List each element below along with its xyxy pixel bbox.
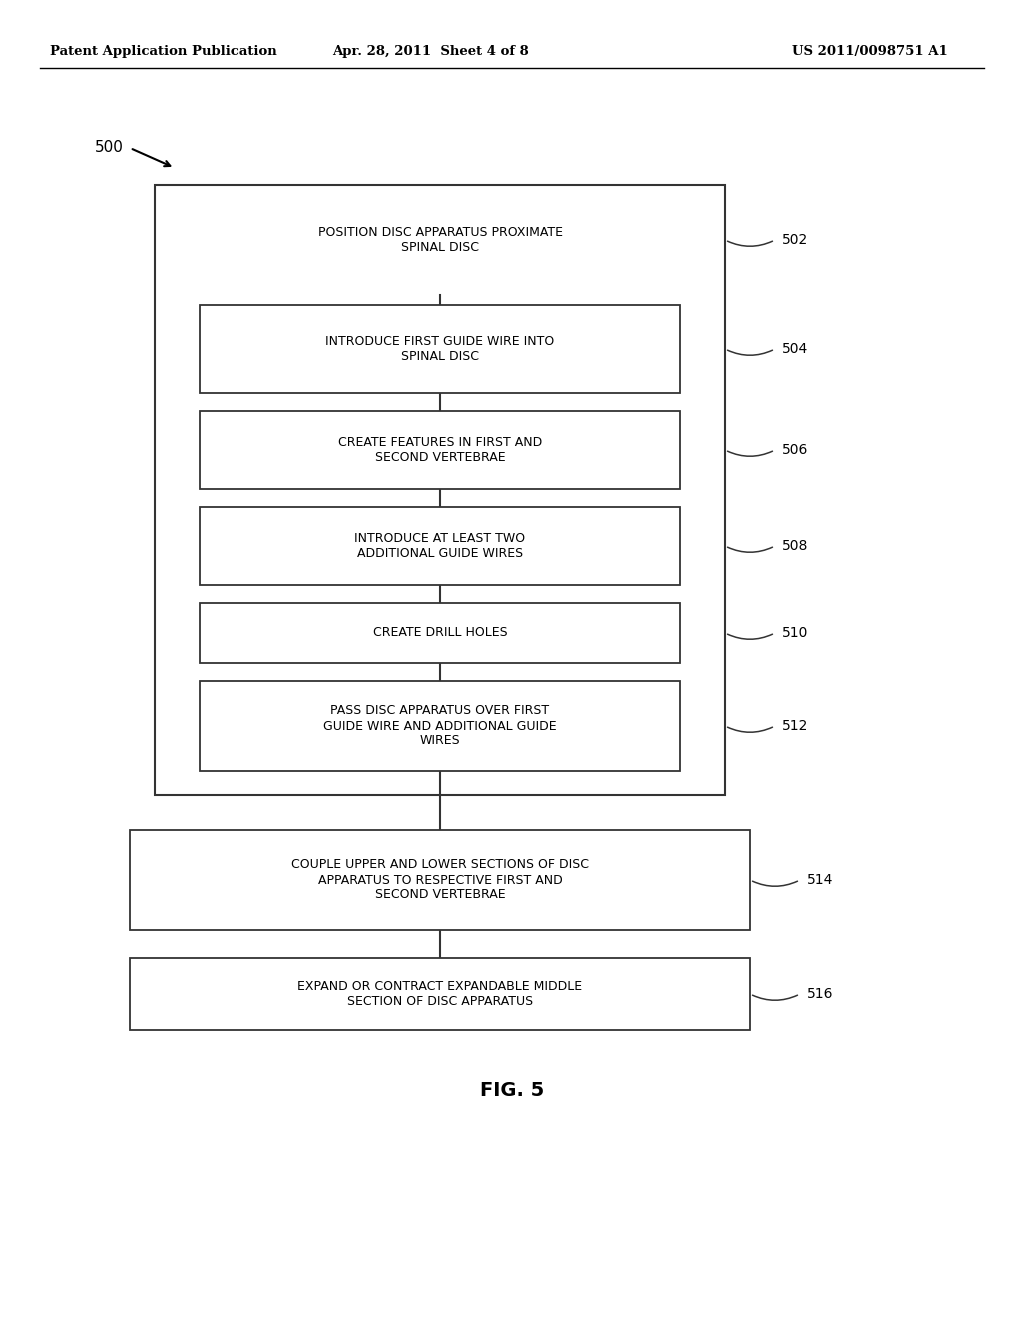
Text: EXPAND OR CONTRACT EXPANDABLE MIDDLE
SECTION OF DISC APPARATUS: EXPAND OR CONTRACT EXPANDABLE MIDDLE SEC… xyxy=(297,979,583,1008)
Bar xyxy=(200,603,680,663)
Text: INTRODUCE AT LEAST TWO
ADDITIONAL GUIDE WIRES: INTRODUCE AT LEAST TWO ADDITIONAL GUIDE … xyxy=(354,532,525,560)
Text: 514: 514 xyxy=(807,873,834,887)
Bar xyxy=(200,507,680,585)
Text: CREATE FEATURES IN FIRST AND
SECOND VERTEBRAE: CREATE FEATURES IN FIRST AND SECOND VERT… xyxy=(338,436,542,465)
Bar xyxy=(130,958,750,1030)
Bar xyxy=(200,411,680,488)
Text: US 2011/0098751 A1: US 2011/0098751 A1 xyxy=(793,45,948,58)
Text: COUPLE UPPER AND LOWER SECTIONS OF DISC
APPARATUS TO RESPECTIVE FIRST AND
SECOND: COUPLE UPPER AND LOWER SECTIONS OF DISC … xyxy=(291,858,589,902)
Text: Patent Application Publication: Patent Application Publication xyxy=(50,45,276,58)
Text: 506: 506 xyxy=(782,444,808,457)
Text: FIG. 5: FIG. 5 xyxy=(480,1081,544,1100)
Bar xyxy=(200,681,680,771)
Text: PASS DISC APPARATUS OVER FIRST
GUIDE WIRE AND ADDITIONAL GUIDE
WIRES: PASS DISC APPARATUS OVER FIRST GUIDE WIR… xyxy=(324,705,557,747)
Bar xyxy=(155,185,725,795)
Text: 502: 502 xyxy=(782,234,808,247)
Bar xyxy=(200,305,680,393)
Text: POSITION DISC APPARATUS PROXIMATE
SPINAL DISC: POSITION DISC APPARATUS PROXIMATE SPINAL… xyxy=(317,226,562,253)
Text: 504: 504 xyxy=(782,342,808,356)
Text: CREATE DRILL HOLES: CREATE DRILL HOLES xyxy=(373,627,507,639)
Text: 512: 512 xyxy=(782,719,808,733)
Text: INTRODUCE FIRST GUIDE WIRE INTO
SPINAL DISC: INTRODUCE FIRST GUIDE WIRE INTO SPINAL D… xyxy=(326,335,555,363)
Text: 516: 516 xyxy=(807,987,834,1001)
Bar xyxy=(130,830,750,931)
Text: 510: 510 xyxy=(782,626,808,640)
Text: 500: 500 xyxy=(95,140,124,156)
Text: Apr. 28, 2011  Sheet 4 of 8: Apr. 28, 2011 Sheet 4 of 8 xyxy=(332,45,528,58)
Text: 508: 508 xyxy=(782,539,808,553)
